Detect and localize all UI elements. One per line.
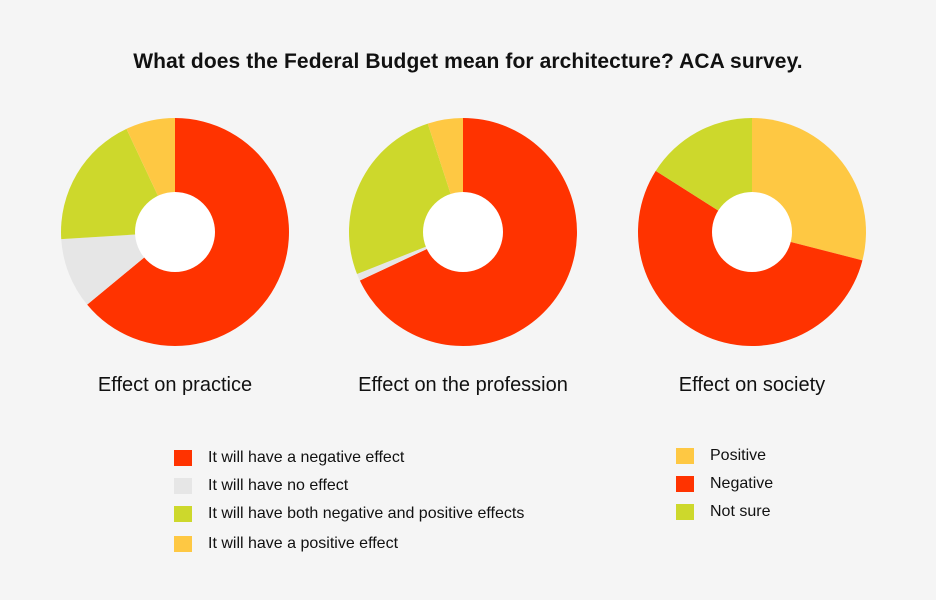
donut-svg-society: [638, 118, 866, 346]
chart-label-society: Effect on society: [678, 374, 826, 396]
legend-swatch: [174, 536, 192, 552]
legend-label: It will have a positive effect: [208, 535, 399, 552]
donut-chart-profession: [348, 117, 578, 347]
legend-label: It will have no effect: [208, 477, 349, 494]
donut-chart-society: [637, 117, 867, 347]
legend-item-negative: Negative: [676, 470, 773, 498]
chart-label-profession: Effect on the profession: [358, 374, 568, 396]
legend-left: It will have a negative effect It will h…: [174, 444, 524, 558]
donut-hole: [712, 192, 792, 272]
legend-label: Positive: [710, 447, 767, 464]
donut-hole: [135, 192, 215, 272]
chart-label-practice: Effect on practice: [97, 374, 253, 396]
legend-item-no-effect: It will have no effect: [174, 472, 524, 500]
donut-hole: [423, 192, 503, 272]
legend-right: Positive Negative Not sure: [676, 442, 773, 526]
legend-item-negative: It will have a negative effect: [174, 444, 524, 472]
legend-item-positive: Positive: [676, 442, 773, 470]
legend-swatch: [174, 450, 192, 466]
legend-swatch: [174, 506, 192, 522]
legend-swatch: [676, 476, 694, 492]
legend-item-both: It will have both negative and positive …: [174, 500, 524, 528]
donut-svg-profession: [349, 118, 577, 346]
chart-title: What does the Federal Budget mean for ar…: [133, 50, 803, 73]
donut-chart-practice: [60, 117, 290, 347]
donut-svg-practice: [61, 118, 289, 346]
legend-label: Not sure: [710, 503, 771, 520]
legend-label: It will have a negative effect: [208, 449, 405, 466]
legend-item-positive: It will have a positive effect: [174, 530, 524, 558]
legend-label: Negative: [710, 475, 774, 492]
legend-swatch: [174, 478, 192, 494]
legend-item-not-sure: Not sure: [676, 498, 773, 526]
legend-label: It will have both negative and positive …: [208, 505, 525, 522]
legend-swatch: [676, 448, 694, 464]
legend-swatch: [676, 504, 694, 520]
